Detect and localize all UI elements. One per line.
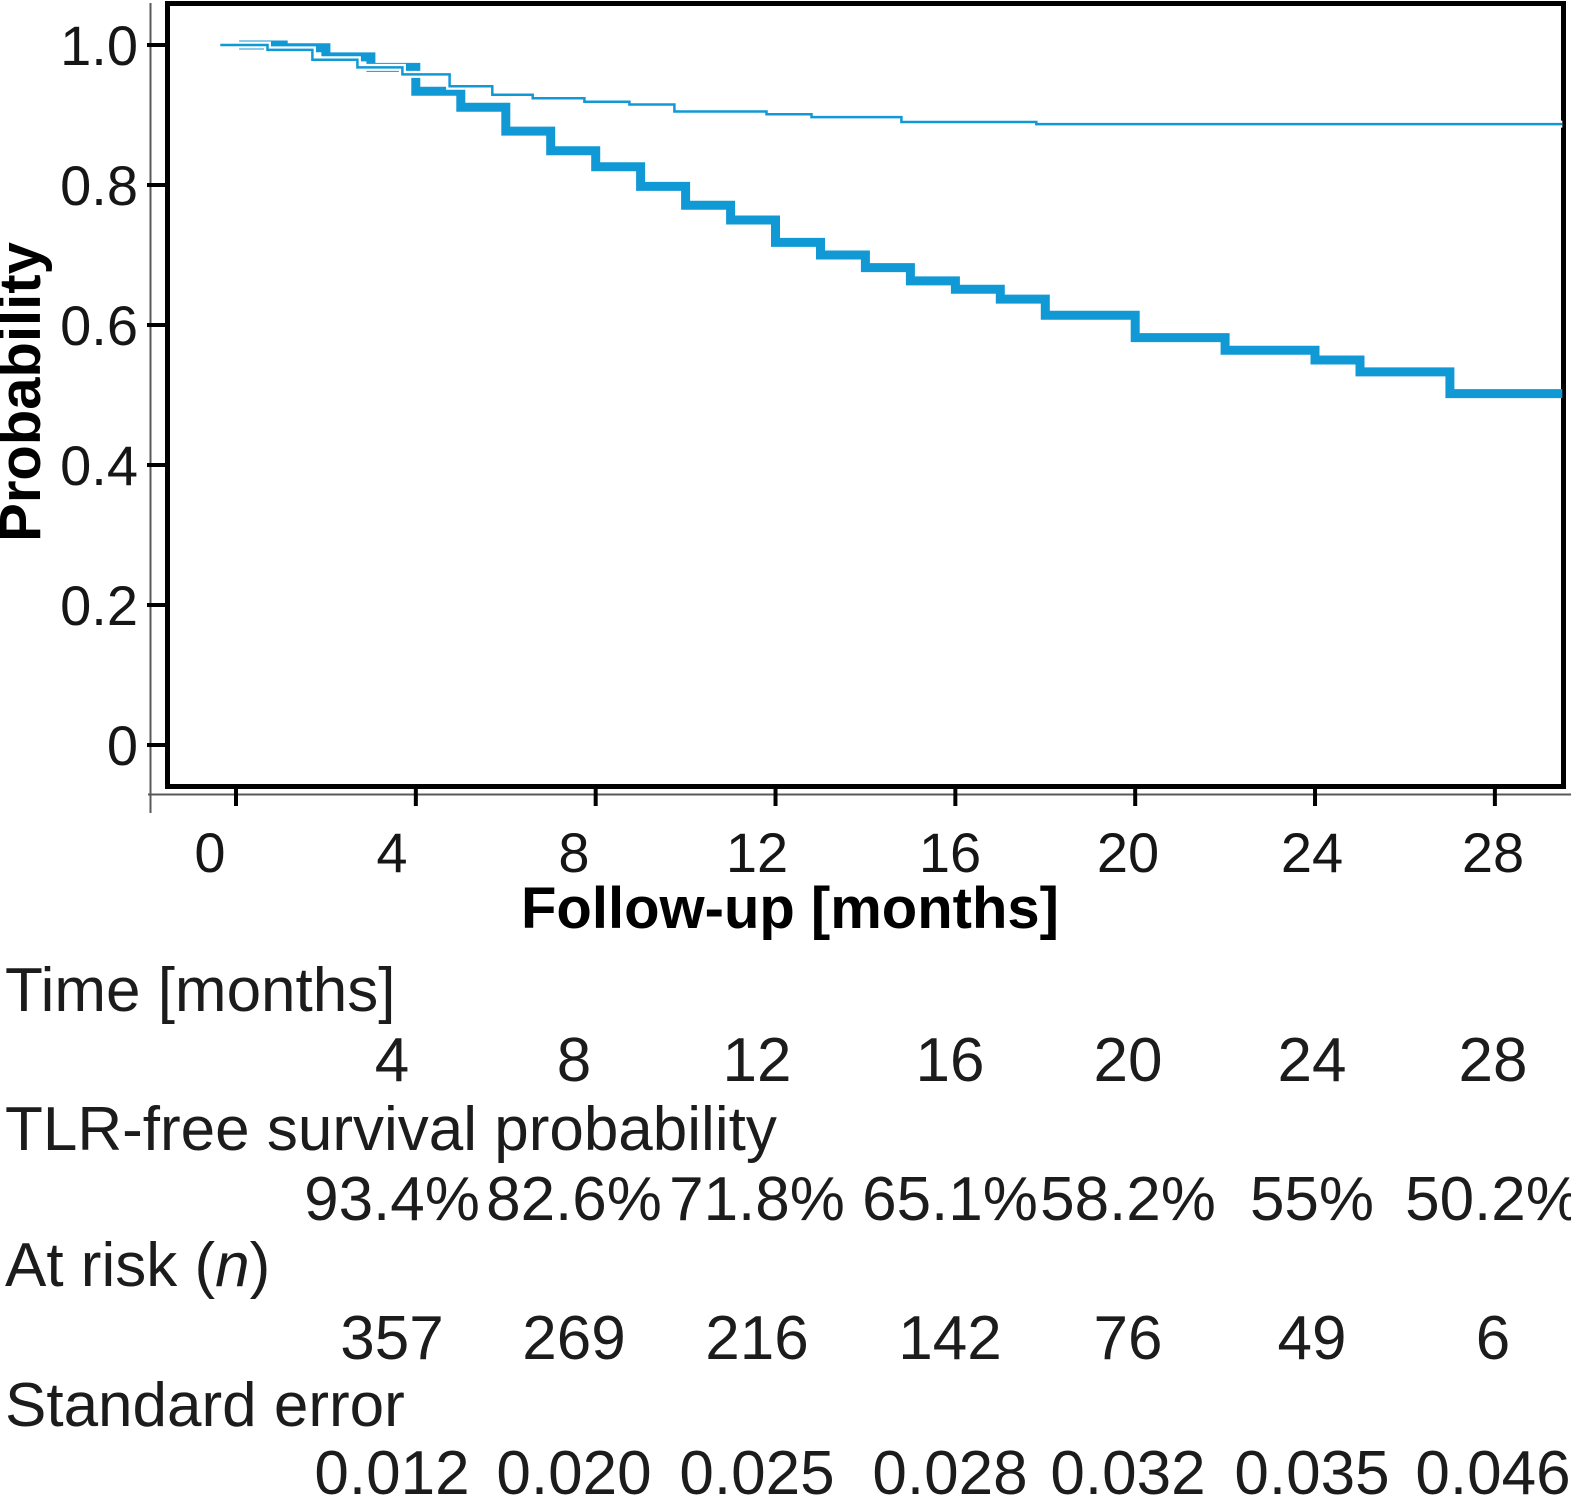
y-ticks (147, 43, 169, 747)
x-axis-title: Follow-up [months] (521, 876, 1059, 941)
x-tick-label: 4 (376, 821, 407, 884)
survival-curves (220, 40, 1563, 399)
y-tick-labels: 1.0 0.8 0.6 0.4 0.2 0 (60, 14, 138, 777)
row-label-text: TLR-free survival probability (5, 1095, 777, 1164)
table-cell: 71.8% (669, 1165, 845, 1234)
y-tick-label: 0.4 (60, 434, 138, 497)
y-tick-label: 0.2 (60, 574, 138, 637)
y-axis-title: Probability (0, 242, 53, 542)
table-cell: 0.012 (314, 1439, 470, 1496)
table-cell: 65.1% (862, 1165, 1038, 1234)
plot-frame (165, 1, 1566, 789)
y-tick-label: 0.6 (60, 294, 138, 357)
thin-curve-casing (220, 41, 1563, 128)
table-cell: 0.046 (1415, 1439, 1571, 1496)
table-cell: 8 (556, 1026, 592, 1095)
row-label-suffix: ) (249, 1231, 271, 1300)
x-tick-label: 0 (194, 821, 225, 884)
row-label-text: Standard error (5, 1371, 405, 1440)
row-label-text: At risk ( (5, 1231, 216, 1300)
thick-survival-curve (239, 40, 1563, 399)
table-cell: 49 (1277, 1304, 1347, 1373)
table-cell: 20 (1093, 1026, 1163, 1095)
table-cell: 50.2% (1405, 1165, 1571, 1234)
x-tick-labels: 0 4 8 12 16 20 24 28 (194, 821, 1524, 884)
survival-chart: 1.0 0.8 0.6 0.4 0.2 0 0 4 8 12 16 20 24 28 Follow-up… (0, 1, 1571, 941)
table-row-label-at-risk: At risk (n) (5, 1231, 270, 1301)
table-cell: 16 (915, 1026, 985, 1095)
table-cell: 76 (1093, 1304, 1163, 1373)
x-tick-label: 16 (919, 821, 981, 884)
y-tick-label: 0.8 (60, 154, 138, 217)
table-cell: 357 (340, 1304, 444, 1373)
table-row-label-tlr: TLR-free survival probability (5, 1095, 777, 1165)
table-cell: 0.035 (1234, 1439, 1390, 1496)
table-cell: 24 (1277, 1026, 1347, 1095)
table-cell: 269 (522, 1304, 626, 1373)
thin-survival-curve (220, 43, 1563, 126)
table-cell: 82.6% (486, 1165, 662, 1234)
y-tick-label: 1.0 (60, 14, 138, 77)
table-cell: 55% (1249, 1165, 1375, 1234)
x-tick-label: 12 (726, 821, 788, 884)
x-tick-label: 28 (1462, 821, 1524, 884)
table-cell: 0.028 (872, 1439, 1028, 1496)
x-tick-label: 20 (1097, 821, 1159, 884)
row-label-text: Time [months] (5, 956, 396, 1025)
table-cell: 93.4% (304, 1165, 480, 1234)
table-cell: 0.032 (1050, 1439, 1206, 1496)
table-cell: 0.020 (496, 1439, 652, 1496)
x-tick-label: 24 (1281, 821, 1343, 884)
table-cell: 0.025 (679, 1439, 835, 1496)
table-cell: 28 (1458, 1026, 1528, 1095)
table-cell: 4 (374, 1026, 410, 1095)
row-label-italic: n (215, 1231, 250, 1300)
table-cell: 6 (1475, 1304, 1511, 1373)
table-cell: 12 (722, 1026, 792, 1095)
table-cell: 216 (705, 1304, 809, 1373)
table-row-label-se: Standard error (5, 1371, 405, 1441)
y-tick-label: 0 (107, 714, 138, 777)
x-tick-label: 8 (558, 821, 589, 884)
table-cell: 58.2% (1040, 1165, 1216, 1234)
table-cell: 142 (898, 1304, 1002, 1373)
table-row-label-time: Time [months] (5, 956, 395, 1026)
x-ticks (234, 787, 1497, 806)
